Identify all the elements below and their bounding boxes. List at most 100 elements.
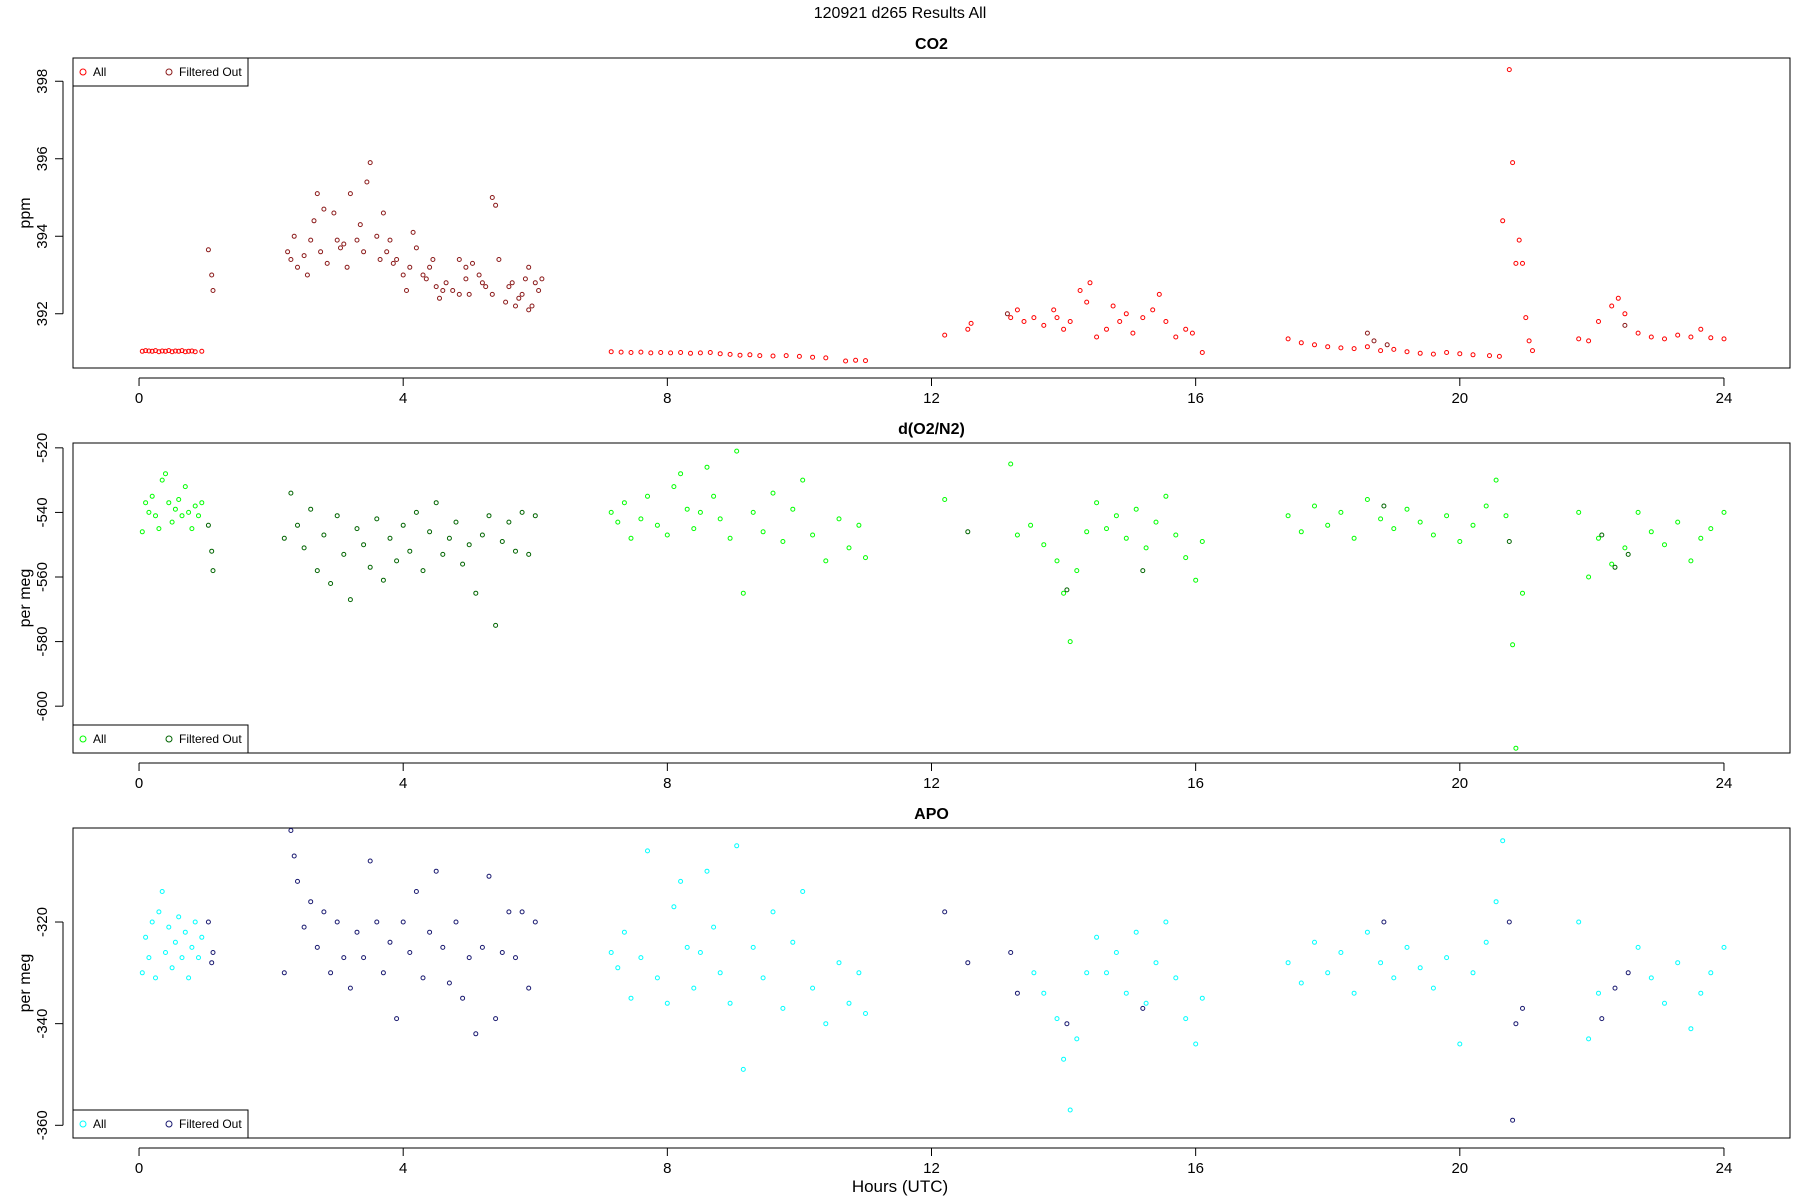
data-point bbox=[654, 975, 660, 981]
data-point bbox=[210, 950, 216, 955]
data-point bbox=[367, 160, 373, 166]
data-point bbox=[1698, 990, 1704, 996]
data-point bbox=[308, 506, 314, 512]
data-point bbox=[1325, 522, 1331, 528]
data-point bbox=[1183, 326, 1189, 332]
data-point bbox=[446, 535, 452, 541]
data-point bbox=[1675, 332, 1681, 338]
data-point bbox=[1140, 1005, 1146, 1011]
data-point bbox=[638, 349, 644, 355]
data-point bbox=[1061, 326, 1067, 332]
data-point bbox=[1084, 529, 1090, 535]
data-point bbox=[308, 899, 314, 905]
data-point bbox=[420, 975, 426, 981]
data-point bbox=[182, 929, 188, 935]
data-point bbox=[628, 995, 634, 1001]
data-point bbox=[691, 526, 697, 532]
data-point bbox=[1104, 970, 1109, 976]
data-point bbox=[1173, 532, 1179, 538]
data-point bbox=[711, 493, 717, 499]
legend-marker bbox=[165, 735, 173, 743]
data-point bbox=[479, 280, 485, 286]
data-point bbox=[407, 950, 413, 955]
data-point bbox=[608, 349, 614, 355]
data-point bbox=[1153, 960, 1159, 966]
data-point bbox=[301, 253, 307, 259]
data-point bbox=[361, 542, 367, 548]
data-point bbox=[519, 291, 525, 297]
data-point bbox=[1014, 532, 1020, 538]
data-point bbox=[314, 944, 320, 950]
data-point bbox=[210, 288, 216, 293]
data-point bbox=[697, 350, 703, 356]
legend-label: All bbox=[93, 732, 106, 746]
x-tick-label: 8 bbox=[663, 1160, 671, 1177]
chart-panels: CO2 0 4 8 12 16 20 24 392 394 396 398 ppm All Filtered… bbox=[17, 36, 1791, 1177]
data-point bbox=[1298, 980, 1304, 986]
data-point bbox=[717, 970, 723, 976]
data-point bbox=[1612, 985, 1618, 991]
data-point bbox=[968, 320, 974, 326]
data-point bbox=[1625, 970, 1631, 976]
data-point bbox=[740, 1066, 746, 1072]
data-point bbox=[1061, 1056, 1067, 1062]
legend: All Filtered Out bbox=[72, 724, 249, 754]
data-point bbox=[199, 500, 205, 506]
data-point bbox=[146, 955, 152, 961]
data-point bbox=[1444, 513, 1450, 519]
data-point bbox=[166, 500, 172, 506]
data-point bbox=[374, 919, 380, 925]
data-point bbox=[176, 497, 182, 502]
data-point bbox=[209, 272, 215, 278]
data-point bbox=[856, 522, 862, 528]
data-point bbox=[295, 264, 300, 270]
data-point bbox=[163, 471, 168, 477]
data-point bbox=[176, 914, 182, 920]
data-point bbox=[1123, 990, 1129, 996]
data-point bbox=[196, 513, 201, 519]
data-point bbox=[1625, 551, 1631, 557]
data-point bbox=[1596, 535, 1601, 541]
data-point bbox=[334, 237, 340, 243]
data-point bbox=[1008, 950, 1014, 955]
data-point bbox=[1688, 334, 1694, 340]
data-point bbox=[163, 348, 168, 354]
data-point bbox=[1520, 590, 1525, 596]
data-point bbox=[1635, 509, 1641, 515]
data-point bbox=[503, 299, 509, 305]
data-point bbox=[1500, 218, 1506, 224]
data-point bbox=[1199, 995, 1205, 1001]
data-point bbox=[1117, 319, 1123, 324]
data-point bbox=[823, 1021, 829, 1027]
data-point bbox=[156, 526, 162, 532]
data-point bbox=[1648, 529, 1654, 535]
data-point bbox=[380, 210, 386, 216]
data-point bbox=[668, 350, 674, 356]
data-point bbox=[433, 500, 439, 506]
data-point bbox=[291, 853, 297, 859]
data-point bbox=[1417, 519, 1423, 525]
x-axis-label: Hours (UTC) bbox=[852, 1177, 948, 1196]
data-point bbox=[146, 509, 152, 515]
data-point bbox=[1054, 1016, 1060, 1022]
data-point bbox=[1123, 535, 1129, 541]
data-point bbox=[1183, 1016, 1189, 1022]
y-tick-label: 392 bbox=[34, 301, 51, 326]
data-point bbox=[344, 264, 350, 270]
data-point bbox=[400, 919, 406, 925]
chart-panel-1: CO2 0 4 8 12 16 20 24 392 394 396 398 ppm All Filtered… bbox=[17, 36, 1791, 407]
data-point bbox=[1586, 574, 1592, 580]
data-point bbox=[1351, 535, 1357, 541]
data-point bbox=[760, 975, 766, 981]
data-point bbox=[1635, 330, 1641, 336]
x-tick-label: 24 bbox=[1716, 1160, 1733, 1177]
data-point bbox=[1163, 319, 1169, 324]
data-point bbox=[1031, 970, 1037, 976]
data-point bbox=[437, 295, 442, 301]
data-point bbox=[172, 506, 178, 512]
data-point bbox=[430, 257, 436, 262]
data-point bbox=[139, 348, 145, 354]
data-point bbox=[496, 257, 502, 262]
data-point bbox=[519, 509, 525, 515]
data-point bbox=[608, 950, 614, 955]
